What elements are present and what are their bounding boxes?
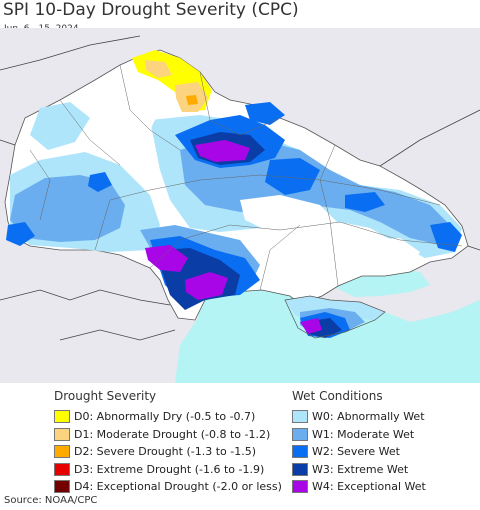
wet-w4-region (185, 272, 228, 300)
wet-w2-region (245, 102, 285, 125)
legend-item-w0: W0: Abnormally Wet (292, 408, 426, 426)
wet-w4-region (145, 245, 188, 272)
drought-legend: Drought Severity D0: Abnormally Dry (-0.… (54, 384, 282, 496)
normal-region (95, 95, 160, 138)
wet-legend-heading: Wet Conditions (292, 389, 383, 403)
swatch-w3 (292, 462, 308, 476)
legend-item-w4: W4: Exceptional Wet (292, 478, 426, 496)
legend-item-d4: D4: Exceptional Drought (-2.0 or less) (54, 478, 282, 496)
legend-label: D4: Exceptional Drought (-2.0 or less) (74, 480, 282, 494)
wet-w2-region (88, 172, 112, 192)
wet-w2-region (430, 222, 462, 252)
map-title: SPI 10-Day Drought Severity (CPC) (3, 0, 299, 20)
legend-item-w1: W1: Moderate Wet (292, 426, 426, 444)
legend-label: D1: Moderate Drought (-0.8 to -1.2) (74, 427, 271, 441)
legend-item-d1: D1: Moderate Drought (-0.8 to -1.2) (54, 426, 282, 444)
swatch-w4 (292, 480, 308, 494)
legend-label: D0: Abnormally Dry (-0.5 to -0.7) (74, 410, 256, 424)
legend: Drought Severity D0: Abnormally Dry (-0.… (0, 384, 480, 494)
swatch-d1 (54, 427, 70, 441)
country-borders (0, 35, 480, 341)
legend-label: W4: Exceptional Wet (312, 480, 426, 494)
legend-item-w2: W2: Severe Wet (292, 443, 426, 461)
swatch-d4 (54, 480, 70, 494)
swatch-d2 (54, 445, 70, 459)
legend-label: D2: Severe Drought (-1.3 to -1.5) (74, 445, 257, 459)
wet-w4-region (195, 140, 250, 162)
wet-legend: Wet Conditions W0: Abnormally Wet W1: Mo… (292, 384, 426, 496)
drought-d2-region (186, 95, 198, 105)
legend-label: W2: Severe Wet (312, 445, 400, 459)
legend-label: W1: Moderate Wet (312, 427, 415, 441)
drought-map (0, 28, 480, 383)
wet-w2-region (265, 158, 320, 195)
wet-w0-region (30, 102, 90, 150)
swatch-w2 (292, 445, 308, 459)
swatch-w1 (292, 427, 308, 441)
legend-label: D3: Extreme Drought (-1.6 to -1.9) (74, 462, 265, 476)
normal-region (360, 238, 420, 272)
legend-label: W0: Abnormally Wet (312, 410, 425, 424)
wet-w4-region (300, 318, 322, 334)
drought-d1-region (145, 60, 172, 78)
admin-borders (29, 64, 463, 291)
legend-label: W3: Extreme Wet (312, 462, 409, 476)
swatch-d0 (54, 410, 70, 424)
wet-w2-region (345, 192, 385, 212)
legend-item-d0: D0: Abnormally Dry (-0.5 to -0.7) (54, 408, 282, 426)
wet-w1-region (10, 175, 125, 242)
legend-item-w3: W3: Extreme Wet (292, 461, 426, 479)
normal-region (240, 195, 340, 235)
legend-item-d2: D2: Severe Drought (-1.3 to -1.5) (54, 443, 282, 461)
crimea-outline (284, 295, 386, 339)
legend-item-d3: D3: Extreme Drought (-1.6 to -1.9) (54, 461, 282, 479)
wet-w2-region (6, 222, 35, 246)
source-credit: Source: NOAA/CPC (4, 495, 98, 506)
swatch-w0 (292, 410, 308, 424)
drought-legend-heading: Drought Severity (54, 389, 157, 403)
swatch-d3 (54, 462, 70, 476)
